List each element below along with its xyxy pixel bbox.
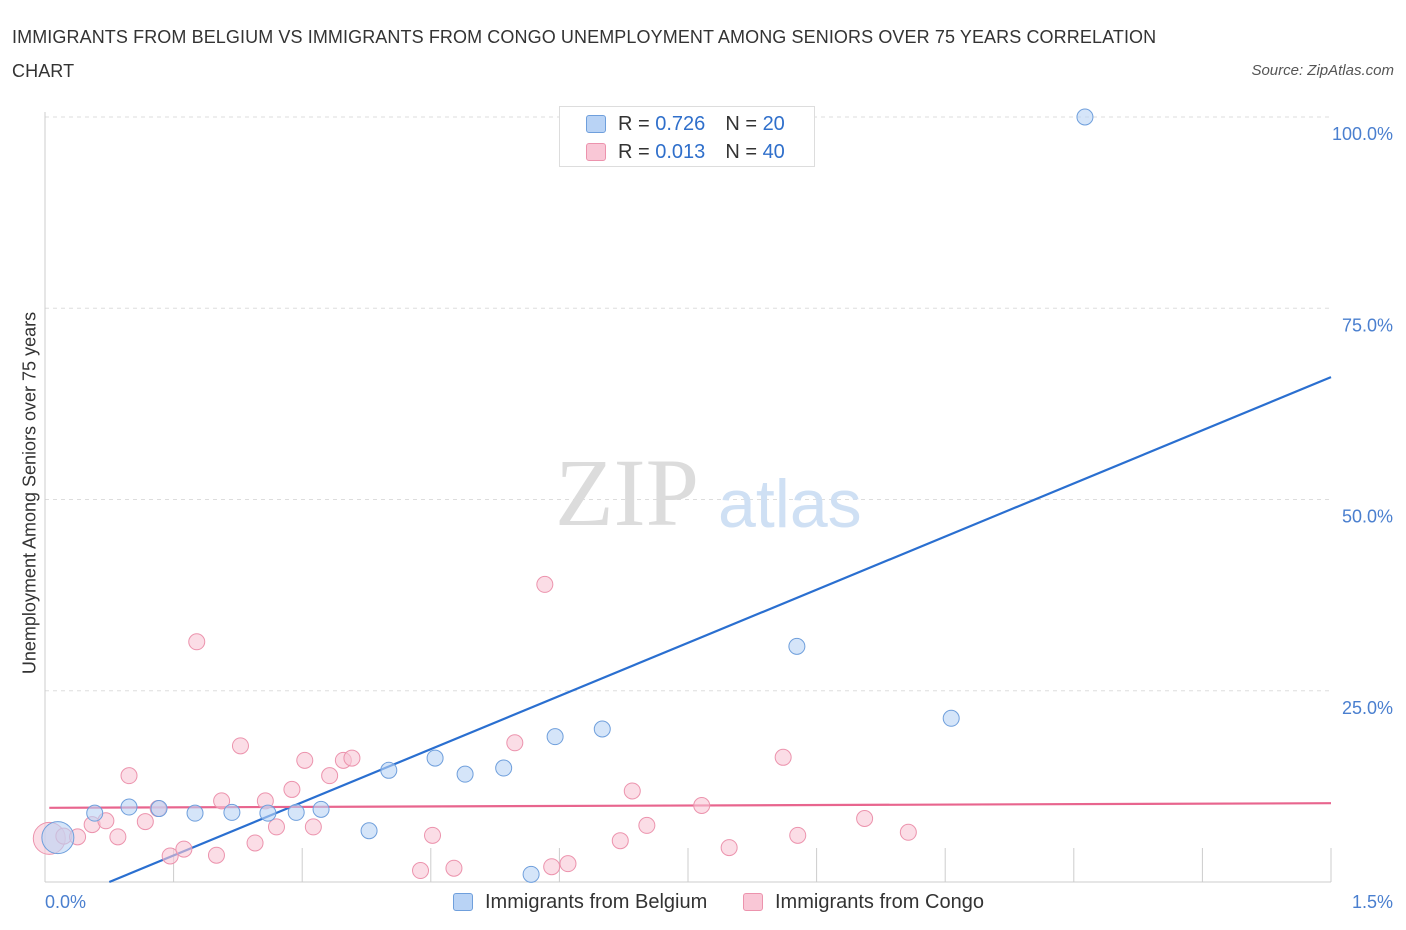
- axes: [44, 112, 1332, 883]
- congo-point: [109, 828, 127, 846]
- y-tick-label: 100.0%: [1332, 124, 1393, 144]
- congo-n-value: 40: [762, 140, 785, 163]
- belgium-point: [593, 720, 611, 738]
- congo-point: [856, 810, 874, 828]
- belgium-point: [150, 800, 168, 818]
- congo-point: [623, 782, 641, 800]
- belgium-point: [380, 761, 398, 779]
- congo-point: [412, 862, 430, 880]
- belgium-legend-label: Immigrants from Belgium: [485, 890, 708, 913]
- congo-point: [188, 633, 206, 651]
- congo-point: [267, 818, 285, 836]
- congo-point: [543, 858, 561, 876]
- y-tick-label: 50.0%: [1342, 507, 1393, 527]
- belgium-point: [223, 803, 241, 821]
- congo-point: [207, 846, 225, 864]
- congo-point: [175, 840, 193, 858]
- belgium-point: [287, 803, 305, 821]
- belgium-legend-swatch: [453, 893, 473, 911]
- congo-point: [231, 737, 249, 755]
- belgium-point: [942, 709, 960, 727]
- congo-point: [246, 834, 264, 852]
- congo-point: [559, 855, 577, 873]
- belgium-swatch: [586, 115, 606, 133]
- gridlines: [45, 116, 1331, 692]
- congo-point: [213, 792, 231, 810]
- belgium-r-label: R =: [618, 112, 650, 135]
- congo-point: [161, 847, 179, 865]
- belgium-point: [41, 821, 75, 855]
- congo-point: [304, 818, 322, 836]
- legend-row-congo: R = 0.013 N = 40: [586, 138, 785, 166]
- legend-row-belgium: R = 0.726 N = 20: [586, 110, 785, 138]
- watermark-atlas: atlas: [718, 466, 862, 542]
- congo-point: [774, 748, 792, 766]
- congo-point: [611, 832, 629, 850]
- correlation-legend: R = 0.726 N = 20 R = 0.013 N = 40: [559, 106, 815, 167]
- congo-point: [136, 813, 154, 831]
- data-points: [32, 108, 1094, 883]
- congo-r-value: 0.013: [655, 140, 706, 163]
- congo-point: [899, 823, 917, 841]
- x-tick-label: 1.5%: [1352, 892, 1393, 912]
- belgium-point: [546, 728, 564, 746]
- congo-point: [506, 734, 524, 752]
- belgium-point: [259, 804, 277, 822]
- watermark-zip: ZIP: [555, 439, 699, 546]
- tick-labels: 25.0% 50.0% 75.0% 100.0% 0.0% 1.5%: [45, 124, 1393, 912]
- congo-point: [321, 767, 339, 785]
- bottom-legend-congo: Immigrants from Congo: [743, 888, 984, 916]
- belgium-point: [456, 765, 474, 783]
- congo-point: [638, 816, 656, 834]
- congo-n-label: N =: [725, 140, 757, 163]
- y-tick-label: 75.0%: [1342, 315, 1393, 335]
- congo-point: [536, 575, 554, 593]
- congo-point: [789, 826, 807, 844]
- bottom-legend-belgium: Immigrants from Belgium: [453, 888, 707, 916]
- congo-swatch: [586, 143, 606, 161]
- congo-point: [296, 751, 314, 769]
- belgium-point: [495, 759, 513, 777]
- belgium-point: [426, 749, 444, 767]
- belgium-n-label: N =: [725, 112, 757, 135]
- belgium-n-value: 20: [762, 112, 785, 135]
- belgium-point: [312, 800, 330, 818]
- belgium-point: [360, 822, 378, 840]
- congo-trendline: [49, 802, 1332, 809]
- belgium-r-value: 0.726: [655, 112, 706, 135]
- belgium-point: [788, 637, 806, 655]
- congo-point: [120, 767, 138, 785]
- congo-point: [445, 859, 463, 877]
- congo-point: [693, 797, 711, 814]
- congo-point: [720, 839, 738, 857]
- chart-title: IMMIGRANTS FROM BELGIUM VS IMMIGRANTS FR…: [12, 27, 1157, 81]
- belgium-point: [522, 865, 540, 883]
- congo-legend-label: Immigrants from Congo: [775, 890, 984, 913]
- y-tick-label: 25.0%: [1342, 698, 1393, 718]
- x-tick-label: 0.0%: [45, 892, 86, 912]
- congo-point: [343, 749, 361, 767]
- congo-point: [283, 780, 301, 798]
- zipatlas-watermark: ZIP atlas: [555, 439, 862, 546]
- congo-legend-swatch: [743, 893, 763, 911]
- source-label: Source: ZipAtlas.com: [1251, 62, 1394, 79]
- belgium-point: [186, 804, 204, 822]
- belgium-point: [1076, 108, 1094, 126]
- y-axis-label: Unemployment Among Seniors over 75 years: [19, 311, 40, 675]
- belgium-point: [120, 798, 138, 816]
- congo-r-label: R =: [618, 140, 650, 163]
- belgium-trendline: [108, 376, 1332, 884]
- belgium-point: [86, 804, 104, 822]
- congo-point: [424, 826, 442, 844]
